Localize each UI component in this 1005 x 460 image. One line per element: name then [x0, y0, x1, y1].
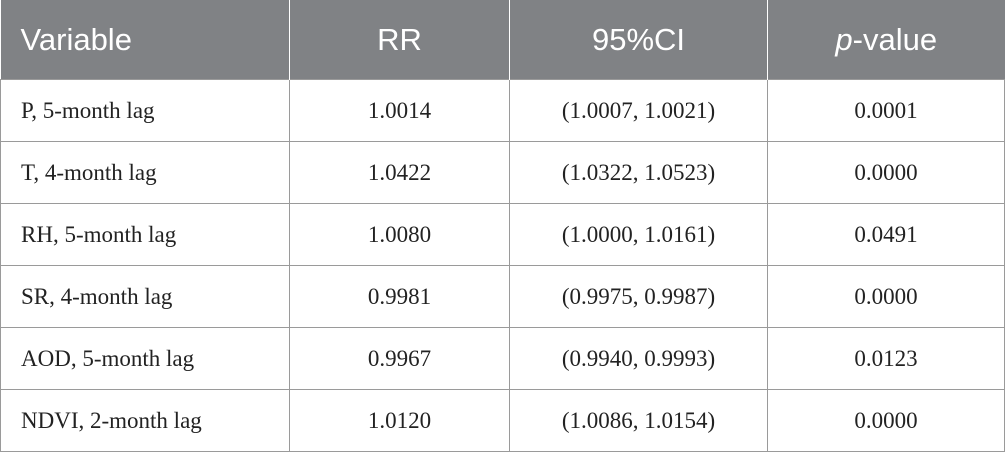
cell-rr: 1.0014 — [289, 79, 510, 142]
cell-ci: (1.0007, 1.0021) — [509, 79, 768, 142]
header-variable: Variable — [0, 0, 290, 80]
cell-p-value: 0.0000 — [767, 141, 1005, 204]
cell-variable: NDVI, 2-month lag — [0, 389, 290, 452]
cell-variable: T, 4-month lag — [0, 141, 290, 204]
table-row: AOD, 5-month lag 0.9967 (0.9940, 0.9993)… — [0, 327, 1005, 390]
table-row: RH, 5-month lag 1.0080 (1.0000, 1.0161) … — [0, 203, 1005, 266]
table-row: P, 5-month lag 1.0014 (1.0007, 1.0021) 0… — [0, 79, 1005, 142]
header-p-value: p-value — [767, 0, 1005, 80]
cell-variable: RH, 5-month lag — [0, 203, 290, 266]
cell-rr: 0.9981 — [289, 265, 510, 328]
table-header: Variable RR 95%CI p-value — [0, 0, 1005, 80]
table-row: SR, 4-month lag 0.9981 (0.9975, 0.9987) … — [0, 265, 1005, 328]
header-p-rest: -value — [852, 21, 938, 57]
cell-rr: 0.9967 — [289, 327, 510, 390]
cell-p-value: 0.0000 — [767, 389, 1005, 452]
cell-ci: (0.9940, 0.9993) — [509, 327, 768, 390]
table-body: P, 5-month lag 1.0014 (1.0007, 1.0021) 0… — [0, 79, 1005, 452]
table-row: T, 4-month lag 1.0422 (1.0322, 1.0523) 0… — [0, 141, 1005, 204]
cell-p-value: 0.0123 — [767, 327, 1005, 390]
cell-ci: (0.9975, 0.9987) — [509, 265, 768, 328]
cell-variable: AOD, 5-month lag — [0, 327, 290, 390]
header-rr: RR — [289, 0, 510, 80]
table-row: NDVI, 2-month lag 1.0120 (1.0086, 1.0154… — [0, 389, 1005, 452]
cell-variable: P, 5-month lag — [0, 79, 290, 142]
header-row: Variable RR 95%CI p-value — [0, 0, 1005, 80]
cell-rr: 1.0120 — [289, 389, 510, 452]
header-p-italic: p — [835, 21, 853, 57]
cell-p-value: 0.0000 — [767, 265, 1005, 328]
cell-p-value: 0.0491 — [767, 203, 1005, 266]
cell-rr: 1.0080 — [289, 203, 510, 266]
cell-rr: 1.0422 — [289, 141, 510, 204]
cell-ci: (1.0322, 1.0523) — [509, 141, 768, 204]
cell-variable: SR, 4-month lag — [0, 265, 290, 328]
cell-p-value: 0.0001 — [767, 79, 1005, 142]
cell-ci: (1.0086, 1.0154) — [509, 389, 768, 452]
cell-ci: (1.0000, 1.0161) — [509, 203, 768, 266]
header-ci: 95%CI — [509, 0, 768, 80]
